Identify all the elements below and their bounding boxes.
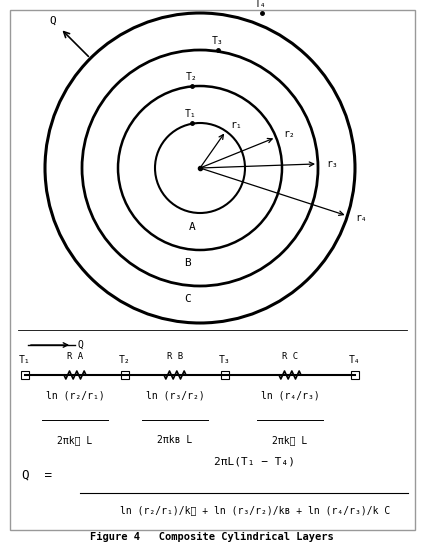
Text: T₂: T₂ bbox=[119, 355, 131, 365]
Text: T₂: T₂ bbox=[186, 72, 198, 82]
Text: r₄: r₄ bbox=[355, 213, 367, 223]
Bar bbox=[121, 371, 129, 379]
Text: T₃: T₃ bbox=[219, 355, 231, 365]
Text: B: B bbox=[184, 258, 191, 268]
Bar bbox=[21, 371, 29, 379]
Text: 2πkв L: 2πkв L bbox=[157, 435, 193, 445]
Text: ln (r₄/r₃): ln (r₄/r₃) bbox=[261, 390, 319, 400]
Text: R A: R A bbox=[67, 352, 83, 361]
Text: T₄: T₄ bbox=[255, 0, 267, 9]
Text: Q: Q bbox=[78, 340, 84, 350]
Text: A: A bbox=[189, 222, 196, 231]
FancyBboxPatch shape bbox=[10, 10, 415, 530]
Text: r₂: r₂ bbox=[283, 129, 295, 139]
Text: T₄: T₄ bbox=[349, 355, 361, 365]
Text: r₁: r₁ bbox=[230, 120, 242, 129]
Bar bbox=[221, 371, 229, 379]
Text: Q  =: Q = bbox=[22, 468, 52, 482]
Text: r₃: r₃ bbox=[326, 159, 338, 169]
Text: T₁: T₁ bbox=[19, 355, 31, 365]
Text: Q: Q bbox=[49, 15, 56, 25]
Text: 2πkᴄ L: 2πkᴄ L bbox=[272, 435, 308, 445]
Bar bbox=[351, 371, 359, 379]
Text: R C: R C bbox=[282, 352, 298, 361]
Text: Figure 4   Composite Cylindrical Layers: Figure 4 Composite Cylindrical Layers bbox=[90, 532, 334, 542]
Text: T₃: T₃ bbox=[212, 36, 224, 46]
Text: T₁: T₁ bbox=[185, 109, 197, 119]
Text: 2πk⁁ L: 2πk⁁ L bbox=[57, 435, 93, 445]
Text: C: C bbox=[184, 294, 191, 305]
Text: ln (r₂/r₁)/k⁁ + ln (r₃/r₂)/kв + ln (r₄/r₃)/k C: ln (r₂/r₁)/k⁁ + ln (r₃/r₂)/kв + ln (r₄/r… bbox=[120, 505, 390, 515]
Text: 2πL(T₁ − T₄): 2πL(T₁ − T₄) bbox=[215, 457, 295, 467]
Text: ln (r₃/r₂): ln (r₃/r₂) bbox=[146, 390, 204, 400]
Text: ln (r₂/r₁): ln (r₂/r₁) bbox=[45, 390, 105, 400]
Text: R B: R B bbox=[167, 352, 183, 361]
